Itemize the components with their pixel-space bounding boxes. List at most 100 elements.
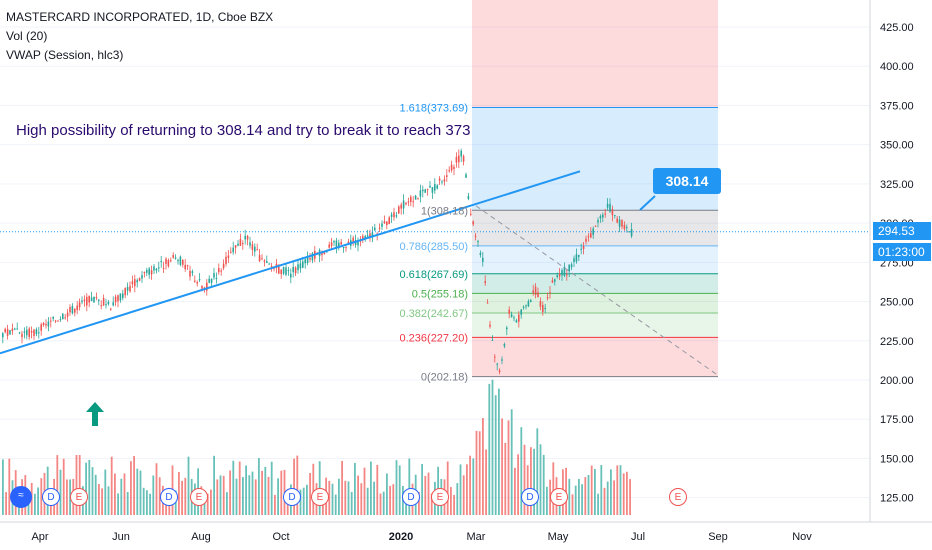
earnings-marker-icon[interactable]: E: [431, 488, 449, 506]
volume-bar: [5, 492, 7, 515]
candle-body: [597, 220, 599, 223]
candle-body: [227, 255, 230, 258]
candle-body: [138, 278, 141, 281]
candle-body: [554, 279, 556, 282]
candle-body: [196, 282, 198, 284]
price-callout[interactable]: 308.14: [653, 168, 721, 194]
dividend-marker-icon[interactable]: D: [160, 488, 178, 506]
volume-bar: [235, 478, 238, 515]
volume-bar: [117, 493, 119, 515]
candle-body: [400, 204, 402, 209]
earnings-marker-icon[interactable]: E: [190, 488, 208, 506]
candle-body: [299, 263, 302, 269]
candle-body: [210, 278, 213, 283]
earnings-marker-icon[interactable]: E: [311, 488, 329, 506]
candle-body: [467, 195, 470, 199]
volume-bar: [245, 465, 247, 515]
volume-bar: [357, 475, 359, 515]
fib-level-label: 1(308.18): [421, 205, 468, 217]
candle-body: [146, 270, 148, 273]
volume-bar: [613, 480, 615, 515]
candle-body: [2, 333, 4, 338]
candle-body: [414, 195, 417, 200]
chart-annotation: High possibility of returning to 308.14 …: [16, 122, 471, 139]
volume-bar: [274, 494, 276, 515]
candle-body: [50, 320, 52, 322]
earnings-marker-icon[interactable]: E: [70, 488, 88, 506]
volume-bar: [299, 489, 302, 515]
volume-bar: [542, 454, 545, 515]
candle-body: [126, 287, 129, 291]
candle-body: [258, 255, 261, 262]
volume-bar: [622, 473, 625, 515]
candle-body: [208, 278, 210, 283]
candle-body: [11, 328, 14, 332]
volume-bar: [114, 473, 116, 515]
x-tick-label: Oct: [272, 531, 289, 543]
candle-body: [45, 324, 47, 326]
candle-body: [489, 324, 491, 327]
candle-body: [522, 306, 525, 308]
candle-body: [450, 164, 453, 171]
volume-bar: [389, 485, 391, 515]
earnings-marker-icon[interactable]: E: [669, 488, 687, 506]
earnings-marker-icon[interactable]: E: [550, 488, 568, 506]
candle-body: [215, 278, 218, 280]
candle-body: [198, 279, 201, 281]
candle-body: [628, 231, 630, 233]
candle-body: [582, 246, 585, 250]
volume-bar: [101, 488, 103, 515]
volume-bar: [539, 444, 542, 515]
candle-body: [556, 275, 558, 278]
tradingview-logo-icon[interactable]: ≈: [10, 486, 32, 508]
candle-body: [153, 266, 155, 271]
volume-bar: [158, 477, 161, 515]
chart-title: MASTERCARD INCORPORATED, 1D, Cboe BZX: [6, 10, 274, 24]
volume-bar: [267, 476, 270, 515]
candle-body: [172, 255, 174, 258]
volume-bar: [507, 420, 510, 515]
candle-body: [393, 212, 395, 218]
volume-bar: [293, 458, 295, 515]
fib-zone: [472, 273, 718, 294]
volume-bar: [354, 462, 356, 515]
candle-body: [129, 285, 131, 292]
candle-body: [616, 218, 618, 223]
volume-bar: [606, 481, 609, 515]
x-tick-label: Apr: [31, 531, 48, 543]
volume-bar: [277, 478, 279, 515]
fib-level-label: 0.236(227.20): [400, 332, 469, 344]
candle-body: [626, 227, 628, 229]
candle-body: [23, 331, 26, 333]
candle-body: [578, 254, 580, 257]
volume-bar: [594, 468, 596, 515]
candle-body: [390, 214, 393, 217]
candle-body: [441, 181, 443, 183]
candle-body: [606, 203, 609, 208]
volume-bar: [350, 491, 353, 515]
dividend-marker-icon[interactable]: D: [283, 488, 301, 506]
candle-body: [426, 189, 429, 191]
candle-body: [95, 297, 98, 299]
candle-body: [294, 267, 297, 274]
candle-body: [438, 178, 441, 181]
candle-body: [328, 244, 330, 248]
volume-bar: [91, 467, 94, 515]
dividend-marker-icon[interactable]: D: [521, 488, 539, 506]
volume-bar: [466, 464, 468, 515]
candle-body: [162, 267, 165, 269]
volume-bar: [453, 494, 455, 515]
candle-body: [170, 260, 172, 262]
dividend-marker-icon[interactable]: D: [42, 488, 60, 506]
volume-bar: [203, 493, 206, 515]
candle-body: [618, 219, 621, 227]
volume-bar: [382, 491, 385, 515]
volume-bar: [126, 491, 129, 515]
volume-bar: [152, 475, 155, 515]
candle-body: [429, 185, 431, 188]
candle-body: [98, 299, 100, 301]
volume-bar: [139, 470, 142, 515]
dividend-marker-icon[interactable]: D: [402, 488, 420, 506]
